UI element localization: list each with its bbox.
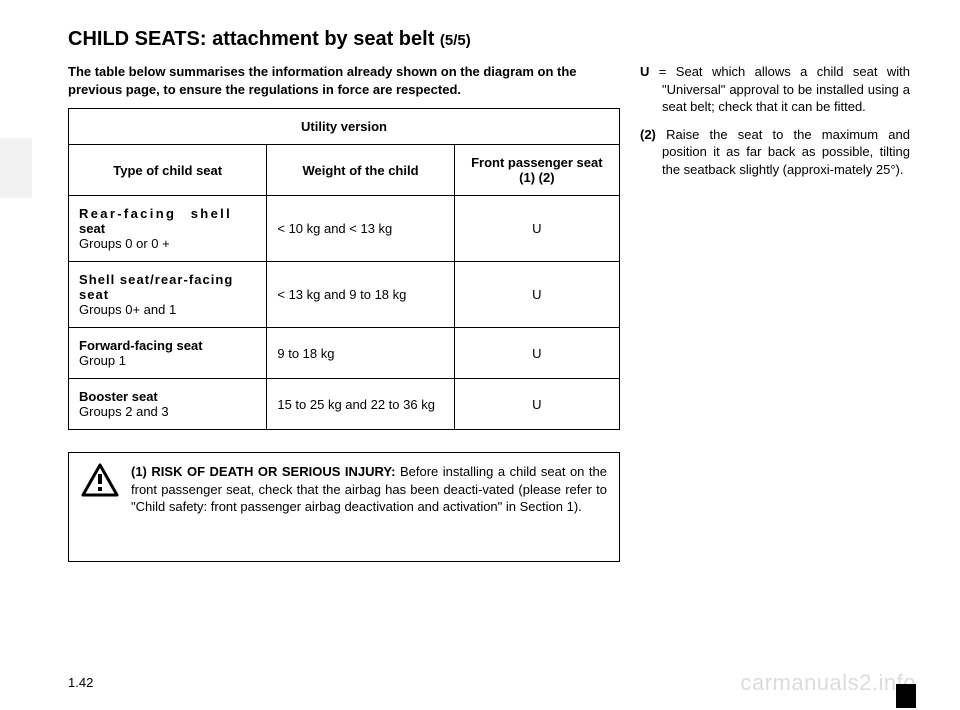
cell-position: U [454,196,619,262]
type-sub: Groups 0+ and 1 [79,302,176,317]
legend-u: U = Seat which allows a child seat with … [640,63,910,116]
col-header-type: Type of child seat [69,145,267,196]
type-sub: Groups 0 or 0 + [79,236,170,251]
cell-weight: 15 to 25 kg and 22 to 36 kg [267,379,454,430]
warning-icon [81,463,119,497]
type-sub: Group 1 [79,353,126,368]
note-2-text: Raise the seat to the maximum and positi… [656,127,910,177]
type-bold-next: seat [79,221,105,236]
page: CHILD SEATS: attachment by seat belt (5/… [0,0,960,710]
type-bold2: shell [191,206,232,221]
note-2-key: (2) [640,127,656,142]
left-tab [0,138,32,198]
cell-type: Booster seat Groups 2 and 3 [69,379,267,430]
warning-lead: (1) RISK OF DEATH OR SERIOUS INJURY: [131,464,395,479]
cell-weight: < 13 kg and 9 to 18 kg [267,262,454,328]
cell-type: Forward-facing seat Group 1 [69,328,267,379]
cell-type: Rear-facing shell seat Groups 0 or 0 + [69,196,267,262]
left-column: The table below summarises the informati… [68,63,620,562]
type-sub: Groups 2 and 3 [79,404,169,419]
note-2: (2) Raise the seat to the maximum and po… [640,126,910,179]
cell-type: Shell seat/rear-facing seat Groups 0+ an… [69,262,267,328]
page-title: CHILD SEATS: attachment by seat belt (5/… [68,28,912,51]
type-bold: Booster seat [79,389,158,404]
intro-text: The table below summarises the informati… [68,63,620,98]
type-bold: Rear-facing [79,206,176,221]
col-header-position: Front passenger seat (1) (2) [454,145,619,196]
child-seat-table: Utility version Type of child seat Weigh… [68,108,620,430]
type-bold: Forward-facing seat [79,338,203,353]
type-bold: Shell seat/rear-facing seat [79,272,233,302]
cell-position: U [454,379,619,430]
table-row: Shell seat/rear-facing seat Groups 0+ an… [69,262,620,328]
corner-mark [896,684,916,708]
title-main: CHILD SEATS: attachment by seat belt [68,28,434,50]
content-columns: The table below summarises the informati… [68,63,912,562]
col-header-weight: Weight of the child [267,145,454,196]
table-row: Forward-facing seat Group 1 9 to 18 kg U [69,328,620,379]
warning-text: (1) RISK OF DEATH OR SERIOUS INJURY: Bef… [131,463,607,516]
warning-box: (1) RISK OF DEATH OR SERIOUS INJURY: Bef… [68,452,620,562]
cell-weight: 9 to 18 kg [267,328,454,379]
cell-position: U [454,262,619,328]
table-row: Rear-facing shell seat Groups 0 or 0 + <… [69,196,620,262]
cell-position: U [454,328,619,379]
cell-weight: < 10 kg and < 13 kg [267,196,454,262]
legend-u-text: = Seat which allows a child seat with "U… [649,64,910,114]
title-suffix: (5/5) [440,32,471,49]
watermark: carmanuals2.info [740,670,916,696]
table-caption: Utility version [69,109,620,145]
table-row: Booster seat Groups 2 and 3 15 to 25 kg … [69,379,620,430]
legend-u-key: U [640,64,649,79]
page-number: 1.42 [68,675,93,690]
right-column: U = Seat which allows a child seat with … [640,63,910,562]
